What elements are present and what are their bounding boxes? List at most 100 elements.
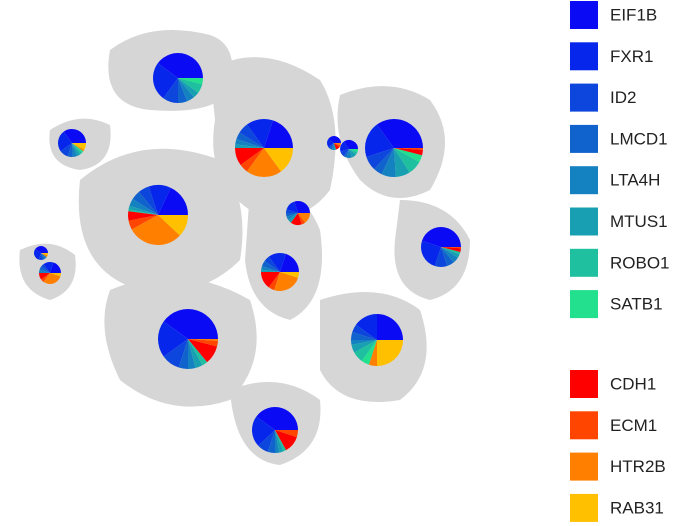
legend-label: ROBO1 bbox=[610, 253, 670, 272]
pie-wedge bbox=[343, 149, 349, 158]
pie-wedge bbox=[256, 407, 298, 430]
pie-wedge bbox=[178, 78, 203, 93]
pie-wedge bbox=[158, 215, 188, 236]
pie-wedge bbox=[158, 187, 188, 215]
legend-swatch bbox=[570, 452, 598, 481]
pie-wedge bbox=[327, 138, 334, 148]
legend: EIF1B FXR1 ID2 LMCD1 LTA4H MTUS1 ROBO1 SATB1 CDH… bbox=[570, 1, 670, 522]
pie-wedge bbox=[361, 340, 377, 365]
pie-wedge bbox=[394, 148, 423, 150]
pie-wedge bbox=[368, 340, 377, 366]
pie-wedge bbox=[72, 143, 84, 153]
pie-wedge bbox=[351, 331, 377, 340]
pie-wedge bbox=[352, 324, 377, 340]
pie-wedge bbox=[366, 148, 394, 170]
pie-wedge bbox=[294, 201, 310, 213]
legend-label: ID2 bbox=[610, 88, 636, 107]
pie-wedge bbox=[158, 321, 188, 357]
pie-wedge bbox=[239, 124, 264, 148]
pie-wedge bbox=[72, 143, 86, 150]
pie-wedge bbox=[178, 78, 188, 103]
pie-wedge bbox=[72, 143, 78, 157]
pie-wedge bbox=[188, 339, 218, 341]
pie-wedge bbox=[264, 120, 293, 148]
legend-label: SATB1 bbox=[610, 295, 663, 314]
pie-wedge bbox=[421, 240, 441, 267]
pie-wedge bbox=[334, 143, 341, 146]
pie-wedge bbox=[129, 198, 158, 215]
pie-wedge bbox=[50, 273, 61, 277]
pie-wedge bbox=[39, 273, 50, 280]
pie-wedge bbox=[63, 129, 86, 143]
pie-wedge bbox=[178, 78, 194, 102]
pie-wedge bbox=[334, 143, 337, 150]
pie-wedge bbox=[349, 149, 357, 158]
pie-wedge bbox=[394, 148, 423, 162]
legend-label: FXR1 bbox=[610, 47, 653, 66]
pie-wedge bbox=[340, 149, 349, 157]
pie-wedge bbox=[261, 266, 280, 272]
pie-wedge bbox=[374, 148, 394, 175]
pie-wedge bbox=[274, 272, 299, 291]
pie-wedge bbox=[298, 213, 306, 225]
pie-wedge bbox=[267, 430, 275, 453]
pie-wedge bbox=[235, 139, 264, 148]
pie-wedge bbox=[163, 78, 178, 103]
pie-wedge bbox=[394, 148, 420, 173]
legend-label: RAB31 bbox=[610, 498, 664, 517]
pie-wedge bbox=[343, 139, 358, 149]
pie-wedge bbox=[280, 253, 299, 272]
legend-swatch bbox=[570, 124, 598, 153]
pie-wedge bbox=[41, 253, 48, 256]
pie-wedge bbox=[288, 213, 298, 223]
pie-wedge bbox=[41, 253, 46, 260]
pie-wedge bbox=[41, 253, 48, 258]
pie-wedge bbox=[246, 148, 282, 177]
pie-wedge bbox=[43, 262, 54, 273]
pie-wedge bbox=[275, 430, 287, 452]
pie-wedge bbox=[441, 247, 460, 258]
pie-wedge bbox=[365, 124, 394, 157]
pie-wedge bbox=[148, 185, 171, 215]
pie-wedge bbox=[286, 213, 298, 221]
pie-wedge bbox=[340, 141, 349, 152]
pie-wedge bbox=[351, 340, 377, 353]
pie-wedge bbox=[128, 205, 158, 215]
pie-wedge bbox=[381, 148, 396, 178]
pie-wedge bbox=[43, 273, 61, 285]
legend-label: CDH1 bbox=[610, 374, 656, 393]
legend-swatch bbox=[570, 493, 598, 522]
pie-wedge bbox=[236, 132, 264, 148]
pie-wedge bbox=[41, 264, 50, 273]
pie-wedge bbox=[441, 247, 461, 252]
pie-wedge bbox=[67, 143, 73, 157]
pie-wedge bbox=[377, 340, 403, 366]
pie-wedge bbox=[188, 339, 208, 366]
legend-swatch bbox=[570, 83, 598, 112]
pie-wedge bbox=[354, 340, 377, 362]
pie-wedge bbox=[128, 215, 158, 230]
pie-wedge bbox=[298, 213, 310, 223]
pie-wedge bbox=[138, 186, 158, 215]
legend-swatch bbox=[570, 411, 598, 440]
pie-wedge bbox=[157, 53, 203, 78]
pie-wedge bbox=[178, 339, 188, 369]
pie-wedge bbox=[264, 256, 280, 272]
pie-wedge bbox=[132, 191, 158, 215]
pie-wedge bbox=[434, 247, 448, 267]
pie-wedge bbox=[349, 149, 358, 155]
legend-swatch bbox=[570, 1, 598, 29]
pie-wedge bbox=[286, 201, 298, 213]
tsne-cloud bbox=[19, 30, 470, 465]
pie-wedge bbox=[329, 143, 334, 150]
pie-wedge bbox=[394, 148, 410, 177]
pie-wedge bbox=[275, 430, 280, 453]
pie-wedge bbox=[252, 416, 275, 446]
pie-wedge bbox=[355, 314, 377, 340]
pie-wedge bbox=[178, 78, 199, 98]
pie-wedge bbox=[188, 339, 218, 363]
pie-wedge bbox=[246, 119, 273, 148]
pie-wedge bbox=[240, 148, 264, 172]
pie-wedge bbox=[377, 314, 403, 340]
pie-wedge bbox=[349, 149, 358, 152]
